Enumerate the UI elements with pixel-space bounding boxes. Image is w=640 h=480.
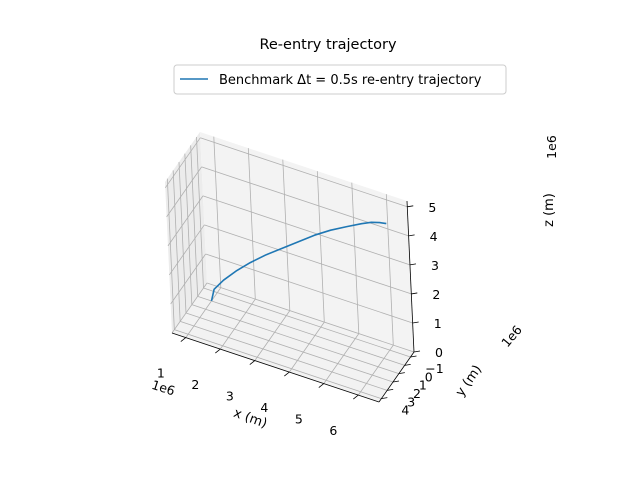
y-tick: [398, 372, 405, 375]
legend-label: Benchmark Δt = 0.5s re-entry trajectory: [219, 73, 482, 88]
grid-back-z: [202, 195, 411, 266]
grid-back-x: [247, 148, 256, 300]
z-offset-label: 1e6: [544, 135, 559, 159]
grid-floor-y: [174, 329, 382, 400]
grid-back-z: [200, 137, 408, 208]
grid-floor-y: [191, 304, 399, 375]
y-tick-label: 0: [425, 369, 433, 384]
x-offset-label: 1e6: [150, 377, 177, 399]
tick-marks: [180, 205, 421, 400]
y-axis-line: [378, 351, 415, 403]
grid-left-z: [167, 195, 204, 247]
grid-left-y: [172, 170, 181, 322]
chart-title: Re-entry trajectory: [259, 37, 396, 53]
y-offset-label: 1e6: [498, 322, 525, 350]
grid-left-z: [166, 166, 202, 218]
grid-left-z: [168, 224, 205, 276]
series-line: [210, 221, 387, 302]
y-tick-label: 1: [419, 378, 427, 393]
x-tick: [284, 371, 290, 377]
grid-left-y: [184, 153, 193, 305]
z-tick-label: 4: [430, 229, 438, 244]
grid-left-y: [196, 136, 204, 289]
x-tick-label: 5: [295, 412, 303, 427]
grid-floor-x: [357, 344, 394, 396]
z-tick-label: 0: [435, 345, 443, 360]
grid-floor-y: [180, 320, 388, 391]
z-tick-label: 3: [431, 258, 439, 273]
legend: Benchmark Δt = 0.5s re-entry trajectory: [173, 64, 507, 95]
y-tick: [392, 380, 400, 383]
grid-left-z: [164, 137, 201, 189]
z-tick: [408, 234, 415, 237]
grid-back-x: [213, 136, 222, 288]
x-tick: [249, 360, 256, 365]
x-tick: [180, 337, 187, 342]
y-tick-label: 4: [401, 403, 409, 418]
x-tick-label: 6: [329, 423, 337, 438]
grid-back-x: [316, 171, 325, 323]
grid-left-z: [170, 253, 206, 305]
z-tick: [409, 263, 417, 266]
x-tick-label: 2: [191, 377, 199, 392]
grid-back-x: [385, 194, 394, 346]
grid-floor-x: [323, 333, 360, 384]
grid-back-z: [205, 253, 413, 324]
z-tick: [412, 321, 419, 324]
z-tick: [411, 292, 418, 295]
grid-left-z: [171, 282, 208, 334]
grid-floor-x: [219, 298, 256, 350]
axis-lines: [171, 200, 415, 403]
z-tick-label: 1: [434, 316, 442, 331]
grid-floor-x: [254, 310, 291, 361]
grid-left-y: [178, 161, 187, 314]
z-tick-label: 2: [432, 287, 440, 302]
grid-back-z: [206, 282, 415, 353]
legend-frame: [173, 64, 507, 95]
grid-back-x: [351, 182, 360, 334]
y-tick-label: 2: [413, 386, 421, 401]
x-tick-label: 3: [226, 389, 234, 404]
x-axis-line: [171, 332, 380, 403]
grid-floor-x: [288, 321, 325, 373]
grid-floor-x: [185, 287, 222, 338]
axis-panes: [165, 132, 414, 402]
z-axis-label: z (m): [542, 193, 557, 227]
grid-floor-y: [185, 312, 394, 383]
grid-left-y: [190, 145, 199, 297]
x-tick: [215, 348, 221, 354]
x-tick: [353, 394, 359, 400]
z-tick-label: 5: [428, 200, 436, 215]
y-tick: [410, 355, 417, 358]
series-lines: [210, 221, 387, 302]
floor-pane: [172, 283, 414, 402]
grid-back-z: [201, 166, 409, 237]
z-tick: [413, 350, 421, 353]
grid-back-x: [282, 159, 291, 311]
grid-lines: [164, 136, 415, 400]
x-tick-label: 1: [157, 366, 165, 381]
grid-left-y: [166, 178, 175, 330]
grid-floor-y: [203, 287, 411, 358]
z-axis-line: [406, 200, 415, 353]
x-tick-label: 4: [260, 400, 268, 415]
y-tick: [387, 388, 394, 391]
left-wall-pane: [165, 132, 207, 333]
y-tick-label: −1: [425, 361, 443, 376]
grid-back-z: [204, 224, 412, 295]
grid-floor-y: [197, 295, 405, 366]
x-tick: [318, 383, 325, 388]
y-axis-label: y (m): [453, 363, 485, 400]
y-tick: [381, 397, 388, 400]
z-tick: [407, 205, 414, 208]
y-tick: [404, 363, 411, 366]
y-tick-label: 3: [407, 394, 415, 409]
back-wall-pane: [200, 132, 414, 352]
